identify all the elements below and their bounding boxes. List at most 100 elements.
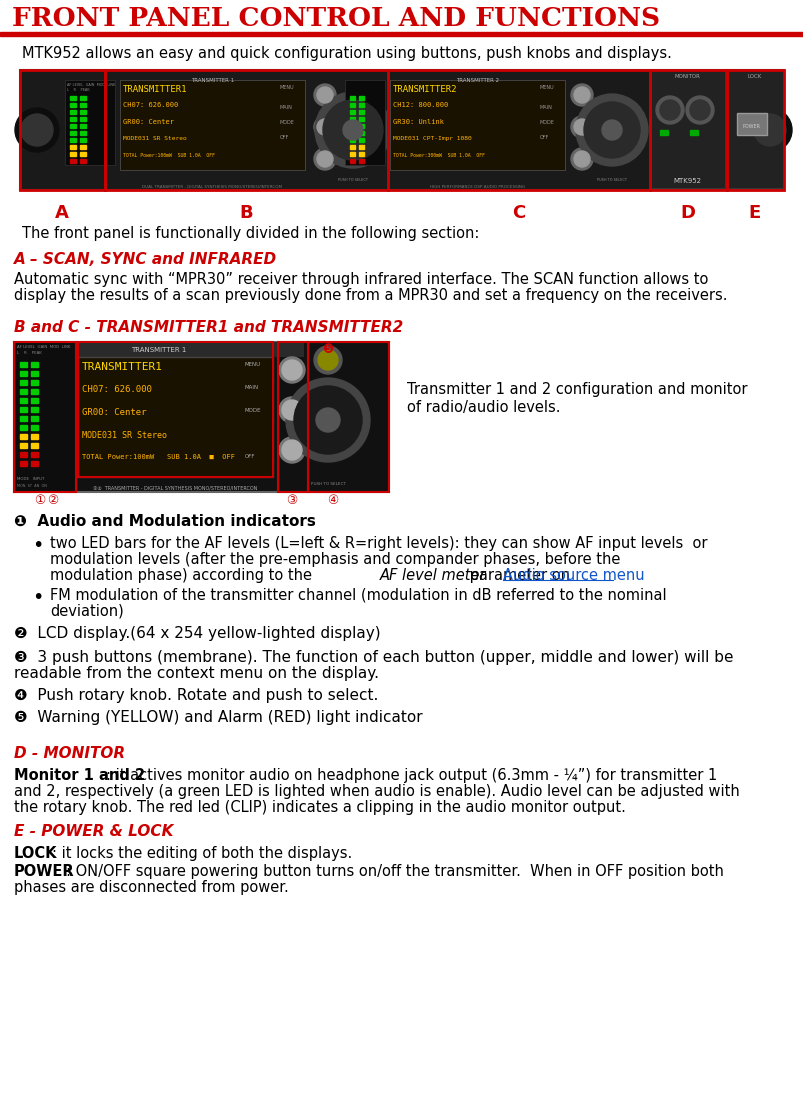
Text: readable from the context menu on the display.: readable from the context menu on the di… xyxy=(14,666,378,681)
Bar xyxy=(349,109,355,114)
Bar xyxy=(70,131,76,135)
Bar xyxy=(31,380,38,385)
Text: ❹  Push rotary knob. Rotate and push to select.: ❹ Push rotary knob. Rotate and push to s… xyxy=(14,688,378,703)
Bar xyxy=(649,70,726,190)
Circle shape xyxy=(659,101,679,120)
Bar xyxy=(70,96,76,101)
Text: LOCK: LOCK xyxy=(747,74,761,79)
Text: ❶  Audio and Modulation indicators: ❶ Audio and Modulation indicators xyxy=(14,514,316,529)
Text: of radio/audio levels.: of radio/audio levels. xyxy=(406,400,560,416)
Bar xyxy=(70,124,76,128)
Text: MAIN: MAIN xyxy=(540,105,552,109)
Text: parameter on: parameter on xyxy=(464,569,574,583)
Bar xyxy=(14,342,76,491)
Text: ❺: ❺ xyxy=(322,343,333,356)
Bar xyxy=(80,109,86,114)
Circle shape xyxy=(15,108,59,152)
Text: TRANSMITTER2: TRANSMITTER2 xyxy=(393,85,457,94)
Bar xyxy=(359,159,364,163)
Bar xyxy=(689,130,697,135)
Text: FRONT PANEL CONTROL AND FUNCTIONS: FRONT PANEL CONTROL AND FUNCTIONS xyxy=(12,6,659,31)
Text: MODE: MODE xyxy=(279,120,295,125)
Bar xyxy=(80,139,86,142)
Text: POWER: POWER xyxy=(14,865,75,879)
Bar xyxy=(659,130,667,135)
Text: MENU: MENU xyxy=(279,85,294,90)
Bar xyxy=(308,342,389,491)
Bar xyxy=(388,70,649,190)
Circle shape xyxy=(318,350,337,370)
Bar xyxy=(20,435,27,439)
Bar xyxy=(105,70,388,190)
Circle shape xyxy=(343,120,362,140)
Text: Automatic sync with “MPR30” receiver through infrared interface. The SCAN functi: Automatic sync with “MPR30” receiver thr… xyxy=(14,273,707,287)
Bar xyxy=(70,159,76,163)
Circle shape xyxy=(282,440,302,460)
Bar xyxy=(20,407,27,412)
Bar xyxy=(0,32,803,36)
Bar xyxy=(20,398,27,403)
Bar xyxy=(120,80,304,170)
Circle shape xyxy=(573,120,589,135)
Bar xyxy=(389,80,565,170)
Text: the rotary knob. The red led (CLIP) indicates a clipping in the audio monitor ou: the rotary knob. The red led (CLIP) indi… xyxy=(14,800,625,815)
Bar xyxy=(20,443,27,448)
Circle shape xyxy=(601,120,622,140)
Bar xyxy=(80,145,86,149)
Text: OFF: OFF xyxy=(245,454,255,459)
Text: modulation levels (after the pre-emphasis and compander phases, before the: modulation levels (after the pre-emphasi… xyxy=(50,552,620,567)
Text: MODE   INPUT: MODE INPUT xyxy=(17,477,44,481)
Bar xyxy=(70,103,76,107)
Text: FM modulation of the transmitter channel (modulation in dB referred to the nomin: FM modulation of the transmitter channel… xyxy=(50,588,666,603)
Text: OFF: OFF xyxy=(279,135,289,140)
Bar xyxy=(349,117,355,121)
Text: TRANSMITTER 1: TRANSMITTER 1 xyxy=(131,347,186,353)
Text: PUSH TO SELECT: PUSH TO SELECT xyxy=(310,483,345,486)
Bar xyxy=(70,152,76,156)
Text: ②: ② xyxy=(47,494,59,507)
Bar xyxy=(31,452,38,457)
Bar xyxy=(31,362,38,367)
Text: ③: ③ xyxy=(286,494,297,507)
Bar xyxy=(349,124,355,128)
Text: AF level meter: AF level meter xyxy=(380,569,486,583)
Bar xyxy=(20,424,27,430)
Bar xyxy=(726,70,783,190)
Bar xyxy=(78,342,273,477)
Text: TRANSMITTER 2: TRANSMITTER 2 xyxy=(455,78,499,83)
Circle shape xyxy=(314,147,336,170)
Bar xyxy=(20,389,27,394)
Text: MODE031 CPT-Impr 1080: MODE031 CPT-Impr 1080 xyxy=(393,136,471,141)
Bar xyxy=(14,342,389,491)
Text: A: A xyxy=(55,204,69,222)
Circle shape xyxy=(573,151,589,168)
Bar xyxy=(20,416,27,421)
Bar xyxy=(70,145,76,149)
Text: modulation phase) according to the: modulation phase) according to the xyxy=(50,569,316,583)
Text: POWER: POWER xyxy=(742,124,760,128)
Text: D - MONITOR: D - MONITOR xyxy=(14,746,125,761)
Text: MTK952: MTK952 xyxy=(672,178,700,184)
Text: GR00: Center: GR00: Center xyxy=(123,120,173,125)
Bar xyxy=(70,109,76,114)
Text: MODE031 SR Stereo: MODE031 SR Stereo xyxy=(82,431,167,440)
Bar xyxy=(14,342,76,491)
Text: MONITOR: MONITOR xyxy=(673,74,699,79)
Bar xyxy=(359,117,364,121)
Bar xyxy=(80,117,86,121)
Text: OFF: OFF xyxy=(540,135,548,140)
Bar xyxy=(31,398,38,403)
Bar xyxy=(349,159,355,163)
Bar xyxy=(78,357,273,477)
Text: two LED bars for the AF levels (L=left & R=right levels): they can show AF input: two LED bars for the AF levels (L=left &… xyxy=(50,536,707,551)
Circle shape xyxy=(570,84,593,106)
Text: MENU: MENU xyxy=(245,362,261,367)
Text: TOTAL Power:100mW   SUB 1.0A  ■  OFF: TOTAL Power:100mW SUB 1.0A ■ OFF xyxy=(82,454,234,460)
Bar xyxy=(70,139,76,142)
Text: GR00: Center: GR00: Center xyxy=(82,408,146,417)
Circle shape xyxy=(685,96,713,124)
Bar xyxy=(31,424,38,430)
Text: MODE031 SR Stereo: MODE031 SR Stereo xyxy=(123,136,186,141)
Text: B: B xyxy=(238,204,252,222)
Bar xyxy=(736,113,766,135)
